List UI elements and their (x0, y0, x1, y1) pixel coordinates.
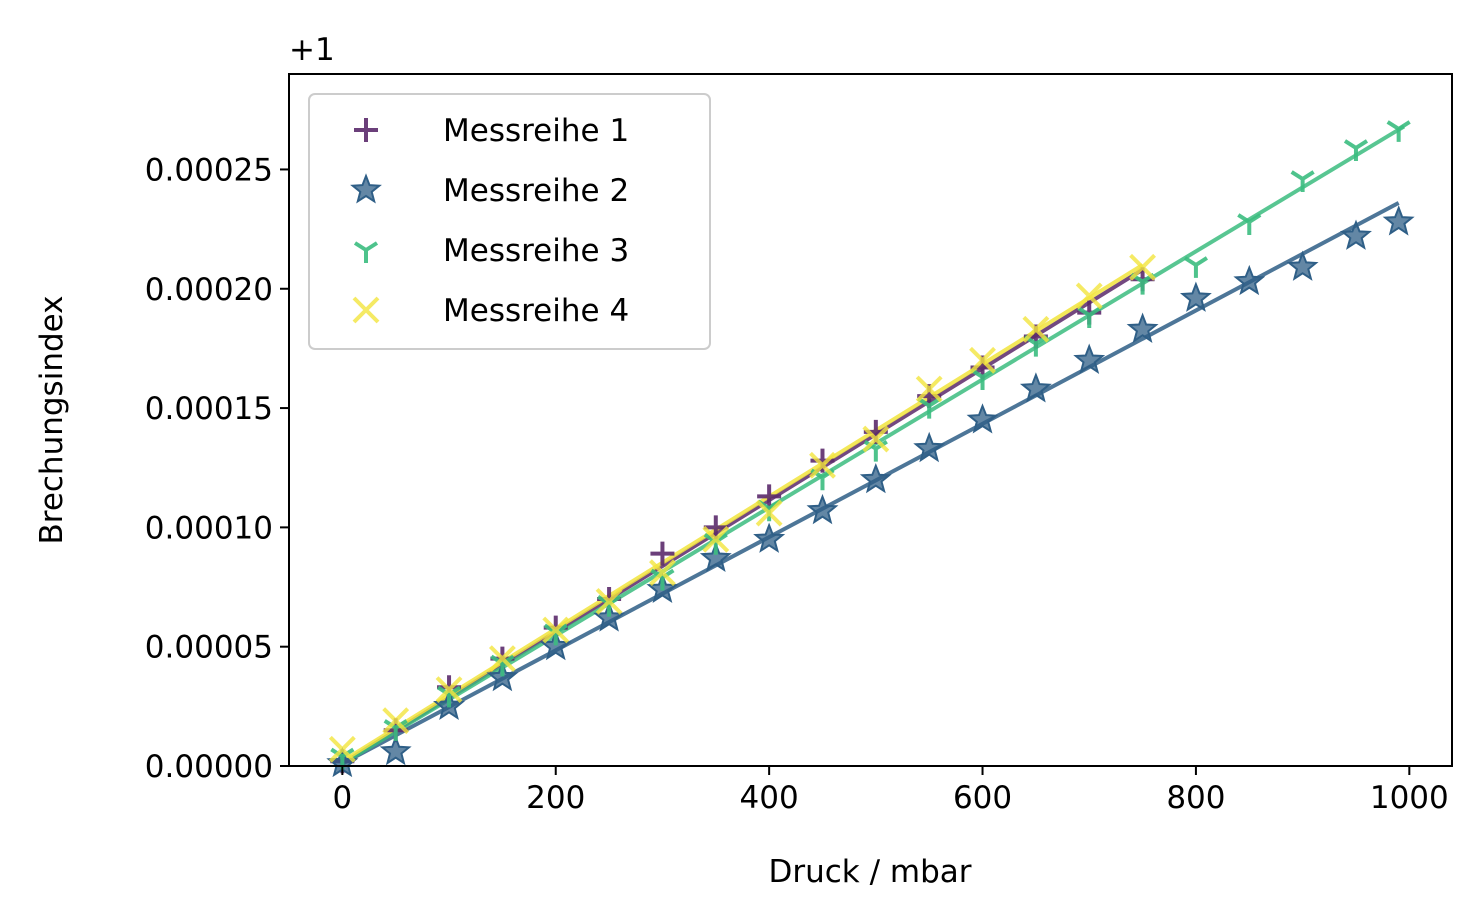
legend-label-series-1: Messreihe 1 (443, 113, 629, 149)
data-point-series-2 (753, 522, 786, 553)
data-point-series-4 (542, 616, 570, 644)
data-point-series-2 (1286, 250, 1319, 281)
data-point-series-3 (810, 468, 835, 491)
data-markers (326, 120, 1415, 778)
data-point-series-2 (699, 541, 732, 572)
data-point-series-2 (966, 403, 999, 434)
data-point-series-4 (1075, 282, 1103, 310)
data-point-series-2 (1073, 343, 1106, 374)
legend-label-series-2: Messreihe 2 (443, 173, 629, 209)
data-point-series-4 (488, 645, 516, 673)
legend-marker-series-4 (352, 296, 380, 324)
data-point-series-2 (379, 734, 412, 766)
x-tick-label: 600 (953, 780, 1012, 816)
data-point-series-4 (595, 587, 623, 615)
x-tick-label: 400 (740, 780, 799, 816)
y-tick-label: 0.00015 (145, 391, 273, 427)
x-tick-label: 0 (332, 780, 352, 816)
data-point-series-1 (650, 541, 675, 566)
legend-marker-series-2 (350, 173, 382, 204)
legend-marker-series-1 (354, 118, 378, 142)
legend-frame (308, 93, 711, 350)
data-point-series-4 (435, 676, 463, 704)
data-point-series-3 (1343, 139, 1369, 161)
data-point-series-2 (859, 462, 892, 494)
data-point-series-4 (915, 375, 943, 403)
y-tick-label: 0.00025 (145, 152, 273, 188)
y-axis-ticks: 0.00000 0.00005 0.00010 0.00015 0.00020 0.000… (145, 152, 289, 785)
y-tick-label: 0.00000 (145, 749, 273, 785)
data-point-series-4 (702, 525, 730, 553)
data-point-series-4 (328, 735, 356, 763)
legend: Messreihe 1 Messreihe 2 Messreihe 3 Messrei… (308, 93, 711, 350)
x-axis-ticks: 0 200 400 600 800 1000 (332, 766, 1449, 816)
data-point-series-2 (1233, 264, 1266, 296)
data-point-series-3 (1077, 306, 1102, 329)
data-point-series-4 (649, 559, 676, 587)
data-point-series-2 (806, 493, 839, 525)
y-tick-label: 0.00010 (145, 510, 273, 546)
data-point-series-3 (1290, 170, 1315, 192)
plot-frame (288, 73, 1453, 767)
data-point-series-3 (1237, 213, 1262, 235)
offset-label: +1 (289, 32, 335, 68)
x-tick-label: 200 (526, 780, 585, 816)
data-point-series-2 (913, 431, 946, 463)
y-tick-label: 0.00005 (145, 630, 273, 666)
data-point-series-4 (862, 425, 890, 453)
y-tick-label: 0.00020 (145, 272, 273, 308)
data-point-series-4 (382, 707, 410, 735)
data-point-series-2 (1019, 372, 1052, 403)
data-point-series-2 (1382, 205, 1415, 236)
legend-marker-series-3 (353, 241, 379, 263)
x-tick-label: 1000 (1370, 780, 1449, 816)
legend-label-series-4: Messreihe 4 (443, 293, 629, 329)
data-point-series-3 (1183, 256, 1209, 278)
data-point-series-4 (969, 346, 996, 374)
y-axis-label: Brechungsindex (34, 295, 70, 544)
data-point-series-1 (810, 448, 835, 473)
fit-line-series-4 (341, 263, 1144, 763)
data-point-series-2 (1179, 281, 1212, 312)
x-axis-label: Druck / mbar (768, 854, 971, 890)
x-tick-label: 800 (1166, 780, 1225, 816)
data-point-series-1 (757, 484, 782, 509)
data-point-series-2 (1340, 219, 1372, 250)
data-point-series-4 (1022, 315, 1050, 343)
data-point-series-4 (1129, 253, 1156, 281)
data-point-series-1 (703, 515, 728, 540)
data-point-series-4 (809, 451, 836, 479)
data-point-series-3 (1386, 120, 1411, 142)
data-point-series-4 (755, 499, 783, 527)
legend-label-series-3: Messreihe 3 (443, 233, 629, 269)
data-point-series-2 (1126, 312, 1159, 343)
